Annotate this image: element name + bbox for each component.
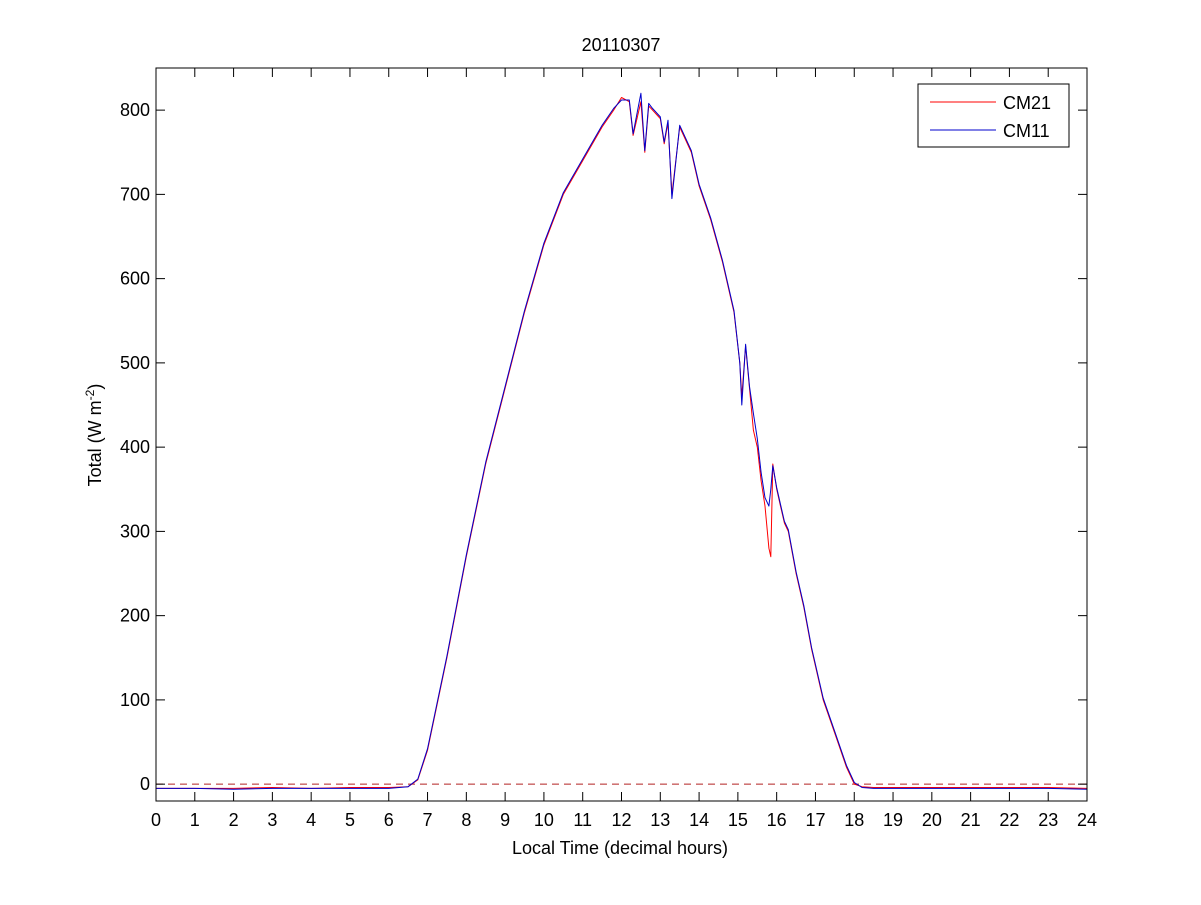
y-axis-label-close: ) [85, 384, 105, 390]
x-tick-label: 11 [573, 810, 592, 830]
legend-label-cm11: CM11 [1003, 121, 1050, 141]
x-tick-label: 9 [500, 810, 510, 830]
x-tick-label: 0 [151, 810, 161, 830]
y-tick-label: 400 [120, 437, 150, 457]
y-tick-label: 0 [140, 774, 150, 794]
x-tick-label: 16 [767, 810, 787, 830]
x-tick-label: 23 [1038, 810, 1058, 830]
x-tick-label: 14 [689, 810, 709, 830]
chart-title: 20110307 [582, 35, 661, 55]
x-axis-label: Local Time (decimal hours) [512, 838, 728, 858]
legend-box [917, 83, 1070, 148]
x-tick-label: 6 [384, 810, 394, 830]
x-tick-label: 1 [190, 810, 200, 830]
x-tick-label: 13 [650, 810, 670, 830]
y-axis-label-superscript: -2 [83, 389, 97, 400]
legend-label-cm21: CM21 [1003, 93, 1051, 113]
x-tick-label: 4 [306, 810, 316, 830]
y-tick-label: 100 [120, 690, 150, 710]
y-tick-label: 800 [120, 100, 150, 120]
text-layer: 20110307 Local Time (decimal hours) Tota… [83, 35, 728, 858]
x-tick-label: 21 [961, 810, 981, 830]
plot-layer [156, 92, 1088, 790]
legend: CM21 CM11 [917, 83, 1070, 148]
y-axis-label: Total (W m-2) [83, 384, 105, 487]
x-tick-label: 7 [423, 810, 433, 830]
y-tick-label: 300 [120, 521, 150, 541]
y-axis-label-main: Total (W m [85, 400, 105, 486]
series-line-cm11 [156, 92, 1088, 790]
x-tick-label: 8 [461, 810, 471, 830]
y-tick-label: 500 [120, 353, 150, 373]
x-tick-label: 22 [999, 810, 1019, 830]
y-tick-label: 200 [120, 606, 150, 626]
y-tick-label: 700 [120, 184, 150, 204]
x-tick-label: 20 [922, 810, 942, 830]
x-tick-label: 19 [883, 810, 903, 830]
x-tick-label: 18 [844, 810, 864, 830]
x-tick-label: 15 [728, 810, 748, 830]
axes-layer: 0 1 2 3 4 5 6 7 8 9 10 11 12 13 14 15 16 17 18 19 20 21 22 23 24… [120, 67, 1097, 830]
y-tick-label: 600 [120, 269, 150, 289]
x-tick-label: 24 [1077, 810, 1097, 830]
x-tick-label: 5 [345, 810, 355, 830]
x-tick-label: 17 [805, 810, 825, 830]
x-tick-label: 3 [267, 810, 277, 830]
x-tick-label: 10 [534, 810, 554, 830]
x-tick-label: 12 [611, 810, 631, 830]
x-tick-label: 2 [229, 810, 239, 830]
